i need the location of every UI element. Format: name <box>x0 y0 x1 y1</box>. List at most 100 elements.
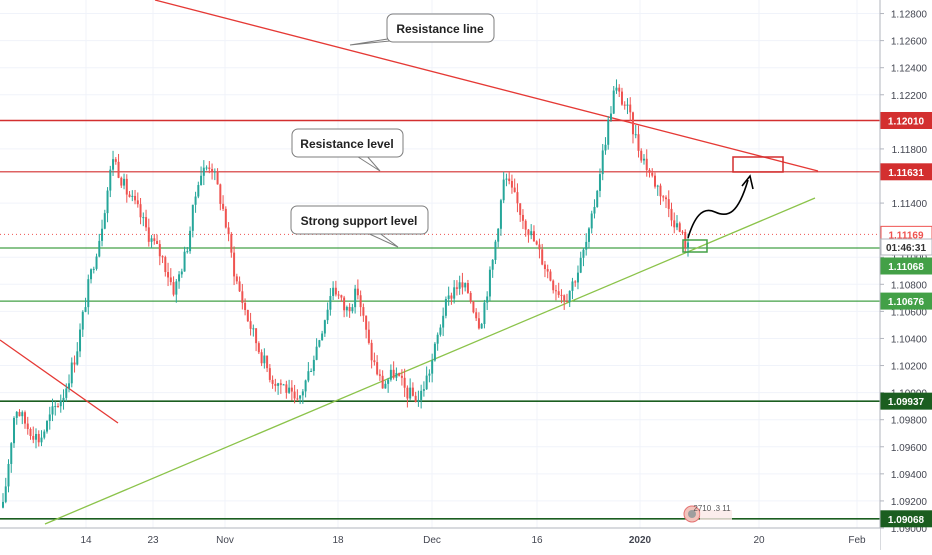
candle <box>167 262 170 287</box>
candle-body <box>389 369 392 380</box>
candle-body <box>428 373 431 376</box>
price-label-text: 1.12010 <box>888 116 925 127</box>
price-tick-label: 1.09600 <box>891 443 928 454</box>
candle <box>640 148 643 163</box>
candle-body <box>194 196 197 205</box>
candle <box>235 273 238 285</box>
time-axis[interactable]: 14 23 Nov 18 Dec 16 2020 20 Feb <box>0 527 880 550</box>
candle-body <box>483 302 486 324</box>
price-label-support-dark: 1.09937 <box>880 392 932 410</box>
callout-resistance-line[interactable]: Resistance line <box>349 13 495 46</box>
candle-body <box>642 158 645 161</box>
callout-resistance-level[interactable]: Resistance level <box>291 128 404 172</box>
candle-body <box>596 190 599 207</box>
grid <box>0 0 880 529</box>
candle <box>620 87 623 106</box>
candle <box>483 299 486 329</box>
projection-arrow[interactable] <box>687 179 749 239</box>
candle <box>120 176 123 188</box>
candle <box>62 389 65 410</box>
candle-body <box>579 257 582 273</box>
candle <box>502 171 505 204</box>
candle <box>164 255 167 277</box>
candle-body <box>189 230 192 252</box>
candle-body <box>450 295 453 299</box>
candle-body <box>345 306 348 311</box>
callout-strong-support-level[interactable]: Strong support level <box>290 205 429 248</box>
candle-body <box>593 206 596 214</box>
candle <box>373 352 376 366</box>
candle <box>510 174 513 194</box>
candle <box>400 369 403 386</box>
candle-body <box>343 297 346 311</box>
candle-body <box>675 223 678 228</box>
price-label-support: 1.11068 <box>880 257 932 275</box>
candle <box>43 429 46 440</box>
candle <box>301 389 304 404</box>
entry-zone-box[interactable] <box>682 239 708 253</box>
candle <box>656 184 659 196</box>
candle <box>7 459 10 493</box>
candle-body <box>406 387 409 399</box>
candle <box>128 191 131 198</box>
candle-body <box>161 256 164 258</box>
candle <box>453 280 456 304</box>
candle-body <box>326 309 329 321</box>
time-tick-label: 20 <box>753 535 765 546</box>
time-tick-label: 14 <box>80 535 92 546</box>
candle <box>180 268 183 278</box>
candle-body <box>216 171 219 185</box>
candle-body <box>411 387 414 396</box>
candle-body <box>640 150 643 161</box>
candle <box>202 160 205 186</box>
candle-body <box>208 167 211 169</box>
target-zone-box[interactable] <box>732 156 784 173</box>
candle <box>598 168 601 198</box>
candle-body <box>10 443 13 464</box>
candle-body <box>425 375 428 390</box>
candle-body <box>125 178 128 195</box>
candle-body <box>378 374 381 376</box>
candle <box>257 341 260 355</box>
candle-body <box>134 195 137 201</box>
candle <box>260 349 263 367</box>
candle-body <box>84 307 87 312</box>
candle <box>469 291 472 304</box>
candle-body <box>417 399 420 403</box>
callout-text: Resistance line <box>396 22 484 36</box>
candle <box>604 137 607 155</box>
candle-body <box>431 360 434 374</box>
price-axis[interactable]: 1.12800 1.12600 1.12400 1.12200 1.11800 1.114… <box>879 0 932 550</box>
candle-body <box>365 315 368 330</box>
candle-body <box>139 204 142 218</box>
candle-body <box>200 175 203 186</box>
candle <box>131 190 134 202</box>
candle <box>420 384 423 409</box>
candle <box>461 272 464 295</box>
candle <box>428 369 431 383</box>
candle-body <box>568 290 571 302</box>
short-downtrend-line[interactable] <box>0 339 119 424</box>
candle <box>565 293 568 303</box>
candle <box>109 165 112 198</box>
candle-body <box>277 383 280 386</box>
candle <box>321 330 324 341</box>
candle <box>293 384 296 404</box>
time-tick-label: Nov <box>216 535 234 546</box>
callout-text: Resistance level <box>300 137 393 151</box>
candle-body <box>516 192 519 204</box>
candle <box>354 284 357 314</box>
candle-body <box>521 214 524 221</box>
candle-body <box>601 150 604 175</box>
candle-body <box>103 213 106 229</box>
candle-body <box>112 159 115 170</box>
resistance-line[interactable] <box>154 0 819 172</box>
time-tick-label: Feb <box>848 535 866 546</box>
candle-body <box>255 328 258 344</box>
candle-body <box>26 423 29 429</box>
candle <box>615 79 618 94</box>
candle <box>645 149 648 177</box>
candle-body <box>659 185 662 197</box>
candle <box>106 187 109 223</box>
candle-body <box>128 194 131 197</box>
